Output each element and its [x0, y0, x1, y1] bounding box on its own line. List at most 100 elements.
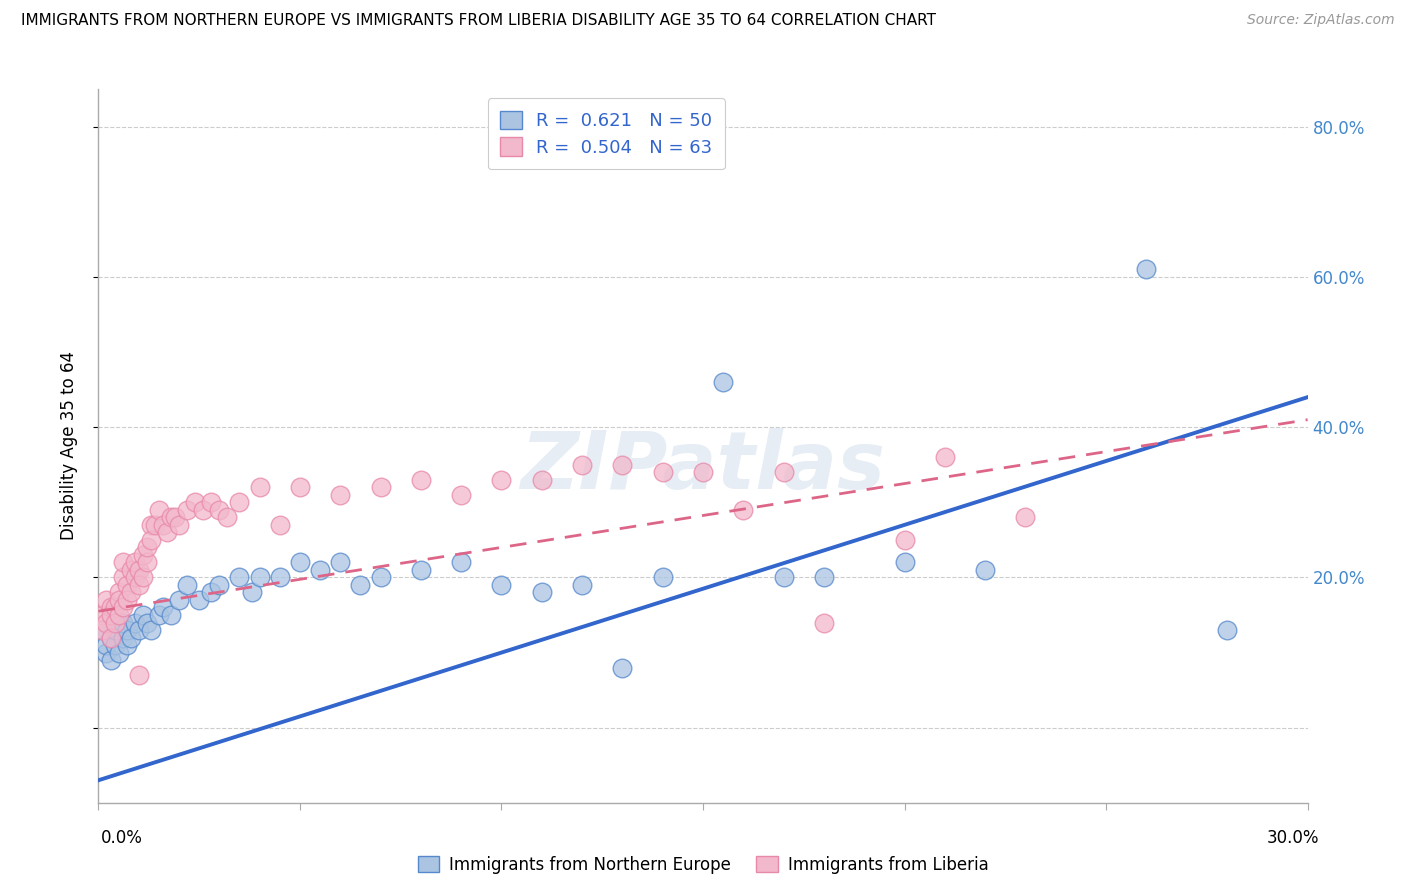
Point	[208, 578, 231, 592]
Point	[132, 607, 155, 622]
Point	[128, 563, 150, 577]
Point	[269, 517, 291, 532]
Point	[1014, 510, 1036, 524]
Point	[893, 533, 915, 547]
Point	[128, 668, 150, 682]
Point	[370, 480, 392, 494]
Legend: Immigrants from Northern Europe, Immigrants from Liberia: Immigrants from Northern Europe, Immigra…	[409, 847, 997, 882]
Point	[135, 615, 157, 630]
Point	[228, 570, 250, 584]
Point	[124, 615, 146, 630]
Point	[96, 638, 118, 652]
Point	[120, 563, 142, 577]
Point	[288, 480, 311, 494]
Point	[934, 450, 956, 465]
Point	[100, 607, 122, 622]
Point	[111, 600, 134, 615]
Point	[409, 473, 432, 487]
Point	[167, 593, 190, 607]
Point	[491, 473, 513, 487]
Point	[249, 480, 271, 494]
Point	[176, 503, 198, 517]
Point	[571, 458, 593, 472]
Point	[139, 623, 162, 637]
Point	[103, 600, 125, 615]
Point	[217, 510, 239, 524]
Point	[115, 623, 138, 637]
Point	[100, 653, 122, 667]
Point	[240, 585, 263, 599]
Point	[450, 556, 472, 570]
Point	[148, 503, 170, 517]
Point	[132, 570, 155, 584]
Point	[163, 510, 186, 524]
Text: Source: ZipAtlas.com: Source: ZipAtlas.com	[1247, 13, 1395, 28]
Point	[107, 585, 129, 599]
Point	[711, 375, 734, 389]
Point	[288, 556, 311, 570]
Point	[370, 570, 392, 584]
Point	[160, 607, 183, 622]
Point	[200, 495, 222, 509]
Point	[107, 607, 129, 622]
Point	[120, 585, 142, 599]
Point	[208, 503, 231, 517]
Point	[91, 623, 114, 637]
Point	[733, 503, 755, 517]
Point	[349, 578, 371, 592]
Point	[813, 615, 835, 630]
Point	[111, 615, 134, 630]
Point	[893, 556, 915, 570]
Point	[450, 488, 472, 502]
Point	[103, 638, 125, 652]
Point	[188, 593, 211, 607]
Text: 0.0%: 0.0%	[101, 829, 143, 847]
Point	[651, 570, 673, 584]
Point	[200, 585, 222, 599]
Point	[269, 570, 291, 584]
Point	[249, 570, 271, 584]
Point	[692, 465, 714, 479]
Point	[91, 623, 114, 637]
Legend: R =  0.621   N = 50, R =  0.504   N = 63: R = 0.621 N = 50, R = 0.504 N = 63	[488, 98, 725, 169]
Point	[111, 570, 134, 584]
Point	[329, 556, 352, 570]
Point	[96, 615, 118, 630]
Point	[128, 623, 150, 637]
Point	[329, 488, 352, 502]
Point	[103, 615, 125, 630]
Point	[651, 465, 673, 479]
Point	[124, 556, 146, 570]
Point	[160, 510, 183, 524]
Point	[115, 593, 138, 607]
Point	[100, 631, 122, 645]
Point	[124, 570, 146, 584]
Point	[612, 660, 634, 674]
Point	[128, 578, 150, 592]
Point	[139, 517, 162, 532]
Point	[96, 646, 118, 660]
Point	[1216, 623, 1239, 637]
Point	[491, 578, 513, 592]
Point	[148, 607, 170, 622]
Point	[152, 517, 174, 532]
Text: IMMIGRANTS FROM NORTHERN EUROPE VS IMMIGRANTS FROM LIBERIA DISABILITY AGE 35 TO : IMMIGRANTS FROM NORTHERN EUROPE VS IMMIG…	[21, 13, 936, 29]
Point	[974, 563, 997, 577]
Y-axis label: Disability Age 35 to 64: Disability Age 35 to 64	[59, 351, 77, 541]
Point	[100, 600, 122, 615]
Point	[107, 646, 129, 660]
Point	[571, 578, 593, 592]
Point	[228, 495, 250, 509]
Point	[409, 563, 432, 577]
Point	[96, 593, 118, 607]
Point	[139, 533, 162, 547]
Point	[772, 465, 794, 479]
Point	[111, 631, 134, 645]
Point	[107, 593, 129, 607]
Point	[91, 607, 114, 622]
Point	[103, 623, 125, 637]
Point	[152, 600, 174, 615]
Point	[530, 585, 553, 599]
Point	[612, 458, 634, 472]
Point	[111, 556, 134, 570]
